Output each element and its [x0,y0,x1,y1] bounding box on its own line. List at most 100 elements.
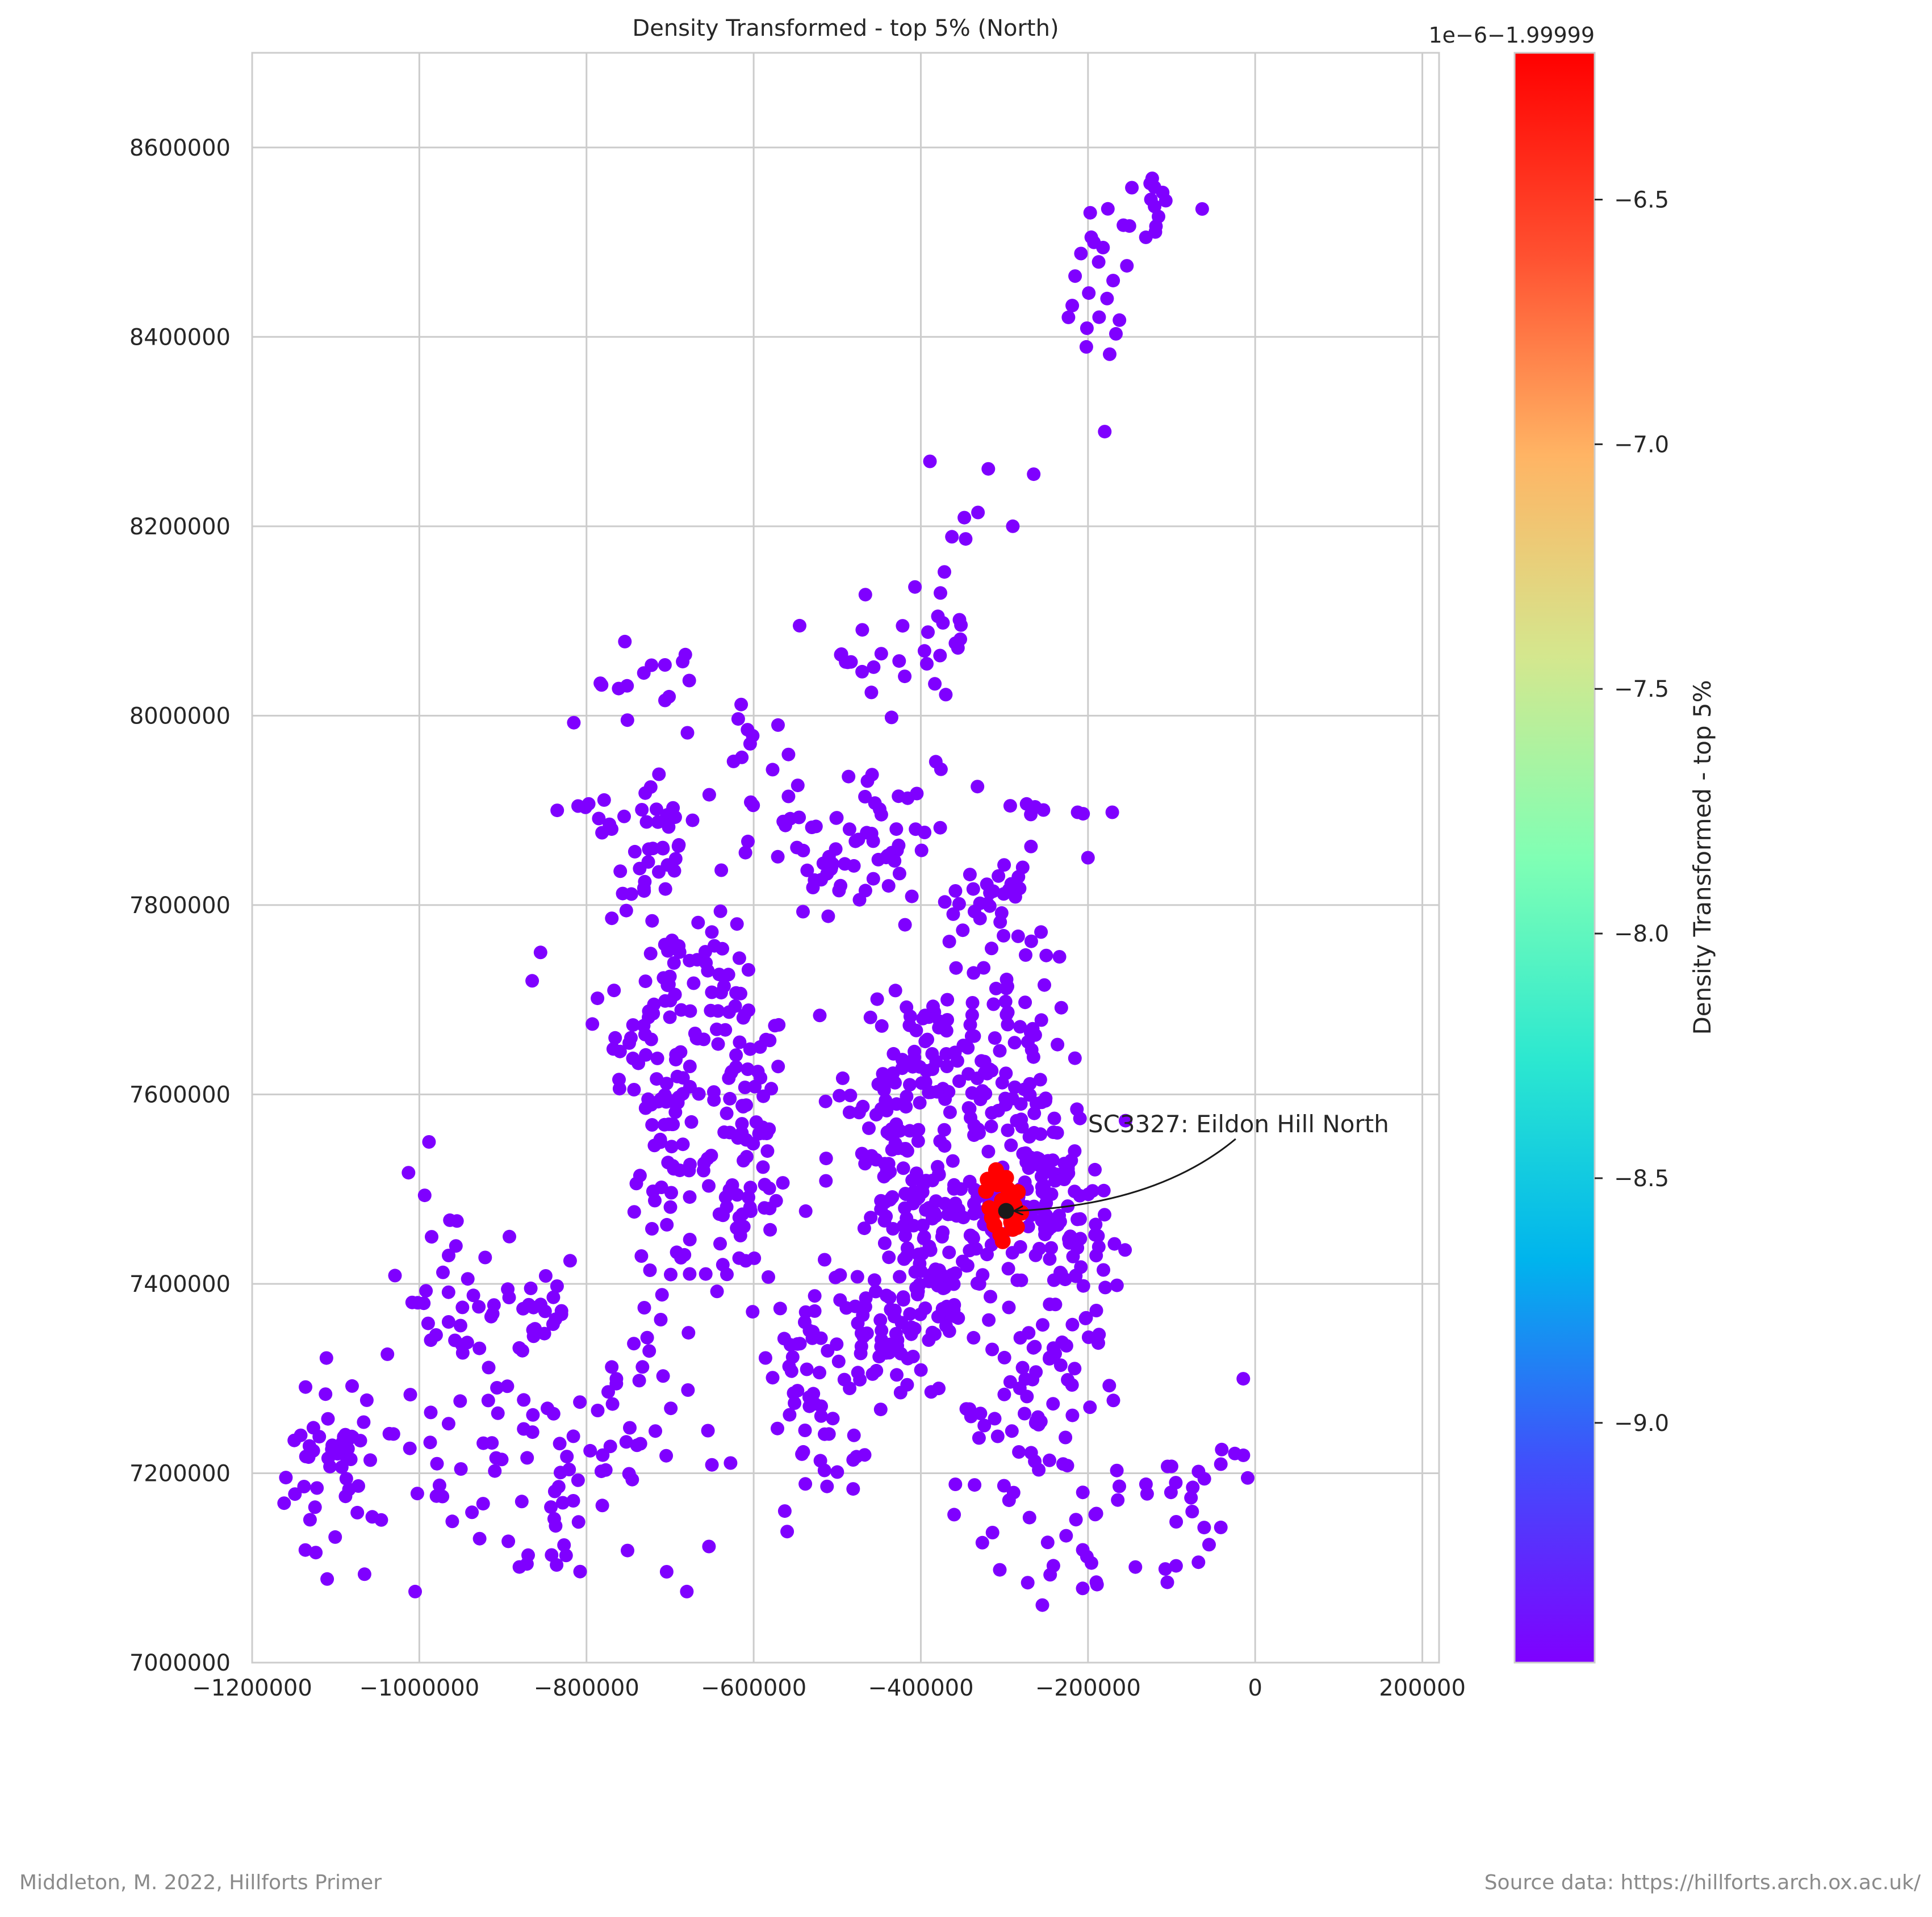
data-point [908,1044,922,1058]
data-point [342,1482,356,1496]
data-point [627,1337,641,1351]
data-point [515,1495,529,1509]
data-point [997,1350,1011,1364]
data-point [741,723,755,737]
data-point [948,1196,963,1211]
data-point [1040,1535,1055,1550]
data-point [1052,950,1067,964]
data-point [888,854,902,868]
data-point [594,1464,608,1479]
data-point [1051,1037,1065,1052]
data-point [1006,519,1020,533]
data-point [925,1206,939,1220]
data-point [1022,1326,1036,1340]
data-point [1033,1073,1047,1087]
data-point [683,1190,697,1204]
data-point [515,1343,529,1358]
data-point [637,884,651,898]
data-point [773,1301,787,1316]
data-point [885,1122,898,1136]
data-point [595,826,609,840]
data-point [1125,181,1139,195]
data-point [952,1074,966,1089]
data-point [626,1018,640,1032]
data-point [1118,1114,1132,1128]
data-point [288,1487,302,1501]
data-point [674,1251,688,1265]
data-point [658,1117,671,1132]
data-point [1003,799,1017,813]
data-point [294,1428,308,1442]
data-point [1054,1001,1068,1015]
data-point [985,1064,999,1078]
data-point [864,685,879,700]
data-point [822,1427,836,1441]
data-point [800,863,814,877]
data-point [683,1267,697,1281]
data-point [992,869,1006,883]
data-point [481,1393,495,1408]
data-point [423,1435,437,1450]
data-point [729,986,743,1000]
data-point [1034,1414,1048,1429]
data-point [642,842,656,856]
data-point [1069,1513,1083,1527]
data-point [960,1258,975,1273]
data-point [357,1567,371,1581]
data-point [566,1494,580,1508]
data-point [869,1363,884,1378]
data-point [549,1519,563,1533]
data-point [949,961,963,975]
data-point [466,1288,480,1303]
data-point [821,1343,835,1358]
data-point [605,911,619,926]
data-point [563,1254,577,1268]
data-point [744,795,758,809]
data-point [601,1385,615,1399]
data-point [990,1429,1005,1443]
data-point [1080,321,1094,335]
data-point [791,778,805,793]
data-point [309,1546,323,1560]
data-point [855,664,869,679]
data-point [512,1560,526,1574]
data-point [855,1146,869,1161]
data-point [781,747,796,761]
data-point [633,861,647,876]
scatter-points [277,171,1254,1612]
data-point [851,1366,865,1380]
data-point [664,1186,678,1200]
data-point [935,1301,950,1316]
data-point [1107,1237,1122,1251]
data-point [453,1394,467,1408]
data-point [714,986,728,1000]
data-point [1122,219,1136,233]
data-point [791,1337,805,1351]
y-tick-label: 7600000 [129,1082,231,1108]
data-point [997,858,1011,872]
data-point [303,1513,317,1527]
data-point [920,657,934,671]
data-point [1169,1476,1183,1490]
data-point [1059,1529,1073,1543]
data-point [622,1036,636,1050]
data-point [410,1487,424,1501]
data-point [881,879,896,893]
data-point [984,1290,997,1304]
data-point [820,1479,834,1493]
data-point [1079,340,1093,354]
data-point [538,1269,553,1283]
data-point [681,1383,695,1397]
data-point [858,588,872,602]
data-point [472,1531,487,1546]
data-point [681,1326,696,1340]
data-point [993,1563,1007,1577]
data-point [1012,1445,1026,1459]
data-point [995,1075,1009,1090]
data-point [702,1179,716,1193]
x-tick-label: −600000 [701,1675,806,1701]
data-point [946,907,960,921]
data-point [717,1125,731,1139]
data-point [777,1504,792,1518]
data-point [465,1505,479,1520]
